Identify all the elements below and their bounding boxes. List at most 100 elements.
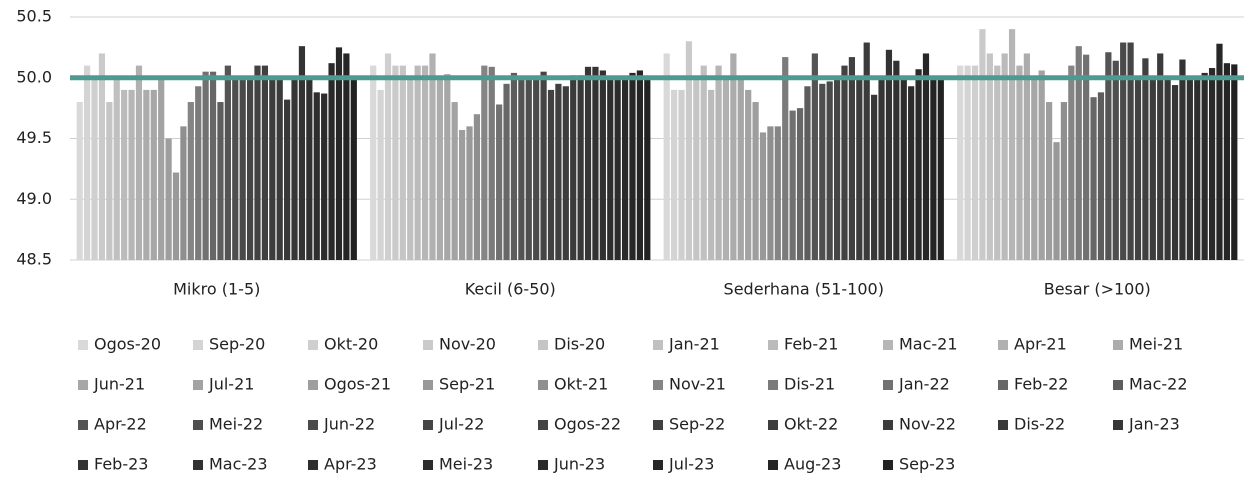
bar [826, 81, 833, 261]
bar [187, 102, 194, 260]
bar [510, 72, 518, 260]
legend-label: Jul-22 [438, 415, 484, 434]
bar [636, 70, 643, 261]
bar [407, 77, 414, 260]
legend-label: Sep-23 [899, 455, 955, 474]
legend-swatch [998, 420, 1008, 430]
legend-swatch [308, 460, 318, 470]
bar [321, 93, 328, 260]
bar [1142, 58, 1149, 261]
legend-swatch [538, 420, 548, 430]
legend-label: Apr-23 [324, 455, 377, 474]
bar [106, 102, 113, 260]
legend-label: Nov-21 [669, 375, 726, 394]
bar [328, 63, 335, 260]
bar [796, 108, 804, 260]
bar [306, 77, 313, 260]
bar [708, 89, 715, 261]
bar [621, 77, 629, 260]
legend-swatch [78, 420, 88, 430]
bar [592, 66, 599, 260]
bar [819, 83, 826, 260]
legend-swatch [193, 460, 203, 470]
bar [900, 77, 907, 260]
bar [547, 89, 555, 261]
bar [848, 57, 856, 260]
legend-label: Dis-21 [784, 375, 835, 394]
bar [503, 83, 510, 260]
bar [525, 77, 532, 260]
legend-label: Sep-20 [209, 335, 265, 354]
legend-swatch [538, 340, 548, 350]
legend-swatch [193, 340, 203, 350]
bar [915, 69, 922, 261]
x-tick-label: Mikro (1-5) [173, 280, 260, 299]
bar [466, 126, 473, 260]
legend-label: Jan-23 [1128, 415, 1180, 434]
bar [893, 60, 900, 260]
bar [994, 65, 1001, 260]
bar [224, 65, 231, 260]
bar [1186, 77, 1193, 260]
bar [392, 65, 399, 260]
y-tick-label: 49.0 [16, 189, 52, 208]
bar [284, 99, 291, 261]
bar [143, 89, 150, 261]
legend-label: Mei-21 [1129, 335, 1183, 354]
bar [481, 65, 488, 260]
bar [930, 77, 937, 260]
legend-swatch [78, 340, 88, 350]
bar [370, 65, 377, 260]
bar [979, 29, 986, 261]
legend-swatch [423, 460, 433, 470]
bar [715, 65, 722, 260]
bar [1031, 77, 1038, 260]
legend-label: Sep-21 [439, 375, 495, 394]
bar [1112, 60, 1119, 260]
bar [1157, 53, 1164, 261]
bar [1060, 102, 1068, 260]
bar [261, 65, 269, 260]
legend-swatch [308, 380, 318, 390]
bar [863, 42, 870, 260]
bar [811, 53, 818, 261]
bar [878, 77, 885, 260]
bar [84, 65, 91, 260]
legend-label: Mac-23 [209, 455, 268, 474]
legend-label: Jan-21 [668, 335, 720, 354]
bar [172, 172, 180, 260]
legend-label: Nov-20 [439, 335, 496, 354]
bar [1164, 77, 1171, 260]
bar [1179, 59, 1186, 261]
bar [533, 77, 540, 260]
bar [458, 129, 466, 260]
bar [1127, 42, 1134, 260]
bar [202, 71, 209, 260]
bar [98, 53, 106, 261]
bar [752, 102, 759, 260]
legend-swatch [653, 420, 663, 430]
legend-swatch [883, 380, 893, 390]
legend-label: Apr-21 [1014, 335, 1067, 354]
bar [1053, 142, 1060, 260]
bar [195, 86, 202, 260]
bar [693, 77, 700, 260]
legend-swatch [998, 340, 1008, 350]
bar [518, 77, 525, 260]
bar [1083, 54, 1090, 260]
x-tick-label: Sederhana (51-100) [724, 280, 884, 299]
bar [1149, 77, 1156, 260]
legend-label: Okt-21 [554, 375, 608, 394]
bar [599, 70, 606, 261]
legend-swatch [78, 460, 88, 470]
bar [496, 104, 503, 260]
y-tick-label: 48.5 [16, 250, 52, 269]
bar [614, 77, 621, 260]
bar [1016, 65, 1023, 260]
legend-label: Ogos-20 [94, 335, 161, 354]
bar [841, 65, 848, 260]
bar [540, 71, 547, 260]
legend-label: Jun-23 [553, 455, 605, 474]
bar [964, 65, 971, 260]
